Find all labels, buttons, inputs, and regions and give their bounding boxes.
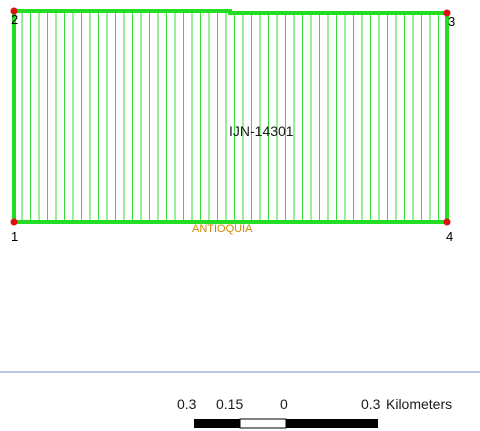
scale-unit-label: Kilometers: [386, 396, 452, 412]
vertex-marker-2[interactable]: [10, 7, 18, 15]
vertex-marker-1[interactable]: [10, 218, 18, 226]
map-divider-line: [0, 371, 480, 373]
vertex-label-3: 3: [448, 14, 455, 29]
region-label: ANTIOQUIA: [192, 223, 253, 235]
scale-tick-label: 0.3: [361, 396, 381, 412]
parcel-outline[interactable]: [12, 9, 449, 224]
parcel-id-label[interactable]: IJN-14301: [229, 123, 294, 139]
scale-bar-segment: [194, 419, 240, 428]
scale-tick-label: 0: [280, 396, 288, 412]
vertex-label-4: 4: [446, 229, 453, 244]
vertex-marker-4[interactable]: [443, 218, 451, 226]
vertex-label-1: 1: [11, 229, 18, 244]
scale-tick-label: 0.3: [177, 396, 197, 412]
vertex-marker-3[interactable]: [443, 9, 451, 17]
scale-bar-segment: [286, 419, 378, 428]
parcel-hatch-fill: [21, 11, 439, 222]
vertex-label-2: 2: [11, 12, 18, 27]
scale-tick-label: 0.15: [216, 396, 243, 412]
scale-bar: [194, 418, 378, 429]
scale-bar-segment: [239, 418, 287, 429]
